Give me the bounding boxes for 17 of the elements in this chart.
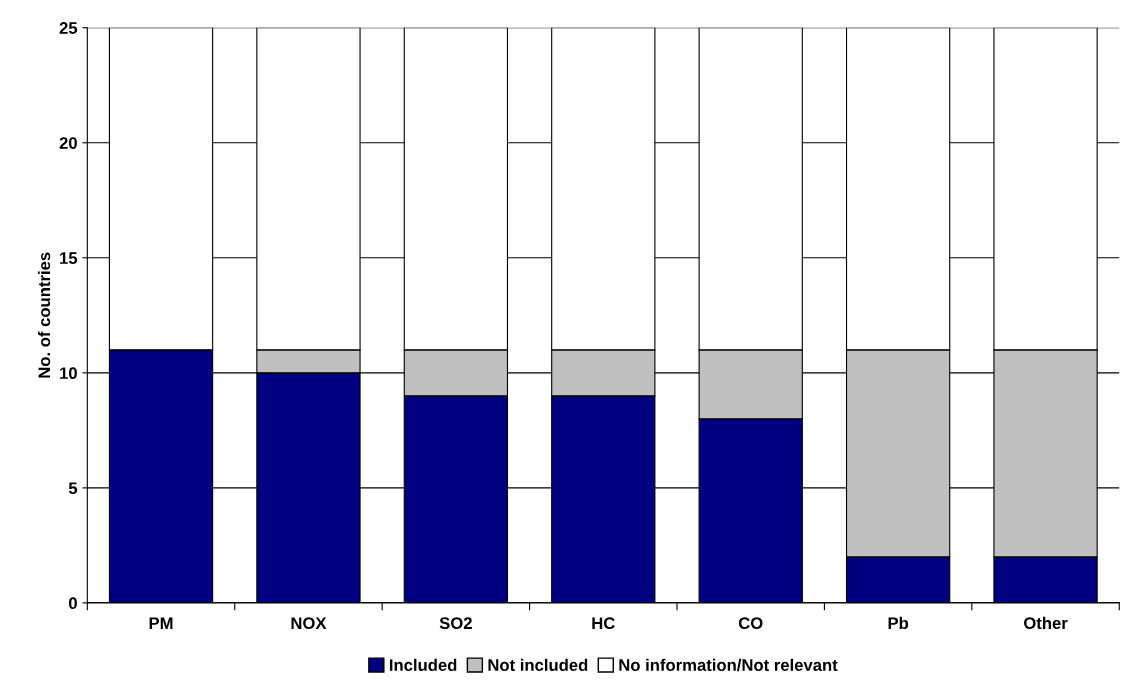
y-tick-label: 0 bbox=[68, 597, 77, 610]
y-tick-label: 25 bbox=[59, 22, 78, 34]
x-tick-label: PM bbox=[149, 617, 173, 629]
y-tick-label: 10 bbox=[60, 367, 77, 380]
legend-label: No information/Not relevant bbox=[619, 658, 838, 672]
y-axis-title: No. of countries bbox=[37, 252, 51, 378]
x-tick-label: Pb bbox=[888, 616, 909, 630]
y-tick-label: 20 bbox=[59, 137, 77, 149]
x-tick-label: SO2 bbox=[439, 617, 472, 630]
y-tick-label: 5 bbox=[68, 482, 78, 495]
x-tick-label: NOX bbox=[291, 617, 327, 630]
x-tick-label: CO bbox=[738, 617, 763, 630]
x-tick-label: HC bbox=[592, 617, 615, 630]
y-tick-label: 15 bbox=[60, 252, 78, 264]
legend-label: Not included bbox=[488, 658, 588, 671]
legend-label: Included bbox=[389, 658, 457, 671]
x-tick-label: Other bbox=[1024, 616, 1068, 630]
